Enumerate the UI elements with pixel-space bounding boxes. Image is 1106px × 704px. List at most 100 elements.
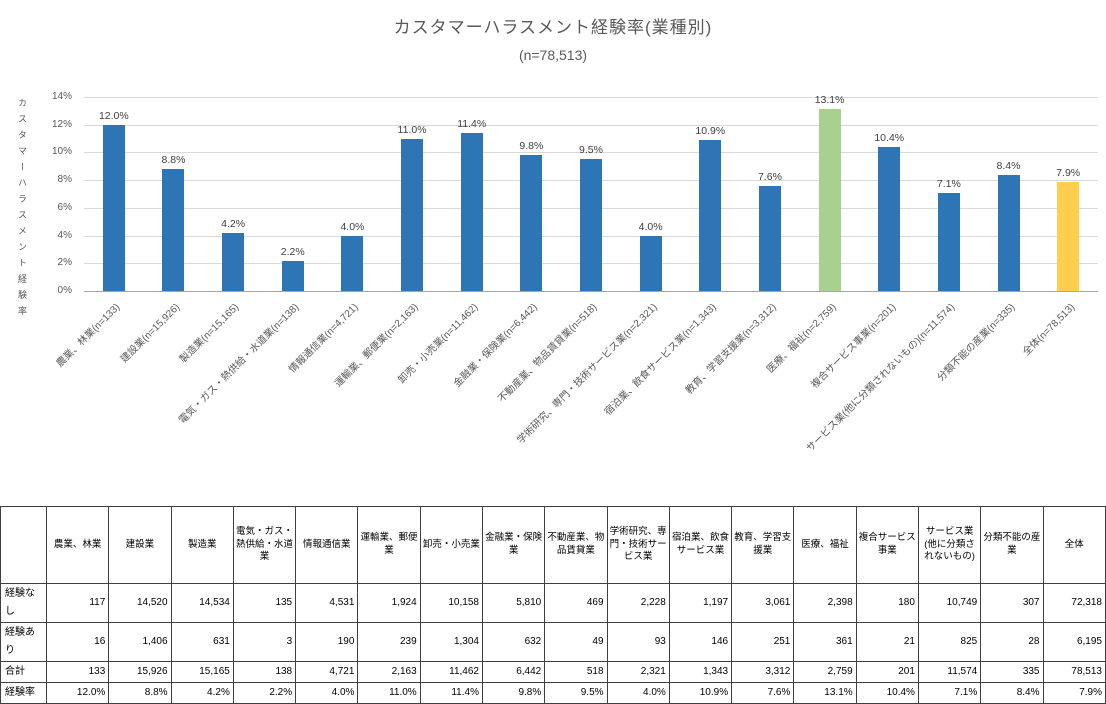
x-axis-category-label: 宿泊業、飲食サービス業(n=1,343) (602, 301, 719, 418)
table-cell: 10,158 (419, 583, 483, 623)
y-axis-title: カスタマーハラスメント経験率 (17, 98, 27, 322)
bar-data-label: 11.0% (397, 123, 427, 136)
bar-data-label: 7.6% (757, 170, 782, 183)
table-cell: 78,513 (1042, 661, 1106, 683)
table-cell: 14,534 (170, 583, 234, 623)
table-column-header: 電気・ガス・熱供給・水道業 (232, 506, 297, 584)
table-cell: 7.1% (917, 682, 982, 704)
bar (102, 124, 125, 291)
table-header-row: 農業、林業 建設業 製造業 電気・ガス・熱供給・水道業 情報通信業 運輸業、郵便業 卸売・小… (0, 506, 1106, 584)
gridline (84, 97, 1098, 98)
bar-data-label: 9.8% (519, 140, 544, 153)
table-cell: 201 (855, 661, 919, 683)
table-cell: 135 (232, 583, 297, 623)
bar-data-label: 13.1% (814, 94, 845, 107)
table-column-header: 建設業 (108, 506, 172, 584)
table-row-label: 経験なし (0, 583, 47, 623)
table-column-header: 学術研究、専門・技術サービス業 (606, 506, 670, 584)
table-cell: 2,398 (793, 583, 857, 623)
table-cell: 3 (232, 622, 297, 662)
bar (758, 185, 781, 291)
bar-data-label: 10.9% (695, 124, 726, 137)
bar-chart: カスタマーハラスメント経験率(業種別) (n=78,513) カスタマーハラスメ… (17, 0, 1098, 506)
table-row: 合計 133 15,926 15,165 138 4,721 2,163 11,462 6,44… (0, 661, 1106, 683)
bar (460, 133, 483, 291)
table-cell: 4,531 (295, 583, 359, 623)
table-cell: 10,749 (917, 583, 982, 623)
bar (818, 109, 841, 291)
bar (222, 232, 245, 291)
table-cell: 1,924 (357, 583, 421, 623)
table-column-header: 卸売・小売業 (419, 506, 483, 584)
chart-title: カスタマーハラスメント経験率(業種別) (393, 18, 713, 37)
table-column-header: 金融業・保険業 (481, 506, 546, 584)
table-cell: 469 (544, 583, 608, 623)
table-cell: 7.6% (731, 682, 795, 704)
table-cell: 825 (917, 622, 982, 662)
table-cell: 117 (45, 583, 110, 623)
table-cell: 307 (980, 583, 1044, 623)
bar-data-label: 2.2% (280, 245, 305, 258)
x-axis-category-label: 全体(n=78,513) (1020, 301, 1077, 359)
table-column-header: サービス業(他に分類されないもの) (917, 506, 982, 584)
table-cell: 2,228 (606, 583, 670, 623)
table-cell: 11,462 (419, 661, 483, 683)
table-row: 経験率 12.0% 8.8% 4.2% 2.2% 4.0% 11.0% 11.4% 9.8% 9.… (0, 682, 1106, 704)
x-axis-labels: 農業、林業(n=133) 建設業(n=15,926) 製造業(n=15,165) 電気… (55, 295, 1098, 505)
bar-data-label: 9.5% (579, 144, 603, 157)
table-row: 経験なし 117 14,520 14,534 135 4,531 1,924 10,158 5,… (0, 583, 1106, 623)
table-column-header: 不動産業、物品賃貸業 (544, 506, 608, 584)
table-cell: 4.2% (170, 682, 234, 704)
table-cell: 3,061 (731, 583, 795, 623)
bar (162, 169, 185, 291)
bar-data-label: 8.4% (996, 159, 1021, 172)
plot-area: 12.0% 8.8% 4.2% 2.2% 4.0% 11.0% 11.4% 9.8% 9.5% 4… (84, 94, 1098, 292)
table-column-header: 医療、福祉 (793, 506, 857, 584)
table-cell: 2,321 (606, 661, 670, 683)
table-cell: 1,343 (668, 661, 733, 683)
table-cell: 133 (45, 661, 110, 683)
table-column-header: 情報通信業 (295, 506, 359, 584)
table-cell: 15,926 (108, 661, 172, 683)
table-cell: 239 (357, 622, 421, 662)
y-tick-label: 6% (57, 201, 72, 213)
table-cell: 190 (295, 622, 359, 662)
table-cell: 8.4% (980, 682, 1044, 704)
x-axis-category-label: 製造業(n=15,165) (178, 301, 242, 366)
table-row-label: 経験率 (0, 682, 47, 704)
x-axis-category-label: 不動産業、物品賃貸業(n=518) (496, 301, 600, 405)
bar (341, 235, 364, 291)
table-cell: 10.4% (855, 682, 919, 704)
table-cell: 10.9% (668, 682, 733, 704)
table-column-header: 農業、林業 (45, 506, 110, 584)
table-cell: 361 (793, 622, 857, 662)
bar-data-label: 7.1% (936, 177, 961, 190)
y-tick-label: 10% (51, 146, 72, 158)
table-cell: 632 (481, 622, 546, 662)
bar-data-label: 11.4% (457, 118, 487, 131)
table-row-label: 合計 (0, 661, 47, 683)
table-cell: 4,721 (295, 661, 359, 683)
table-cell: 4.0% (606, 682, 670, 704)
table-cell: 11.0% (357, 682, 421, 704)
table-cell: 21 (855, 622, 919, 662)
table-cell: 251 (731, 622, 795, 662)
table-column-header: 製造業 (170, 506, 234, 584)
table-cell: 1,406 (108, 622, 172, 662)
table-cell: 28 (980, 622, 1044, 662)
table-cell: 146 (668, 622, 733, 662)
bar (520, 155, 543, 291)
bar (281, 260, 304, 291)
table-column-header: 宿泊業、飲食サービス業 (668, 506, 733, 584)
table-cell: 8.8% (108, 682, 172, 704)
table-column-header: 複合サービス事業 (855, 506, 919, 584)
y-axis-ticks: 0% 2% 4% 6% 8% 10% 12% 14% (38, 0, 78, 506)
bar (580, 159, 602, 291)
table-cell: 6,442 (481, 661, 546, 683)
gridline (84, 152, 1098, 154)
table-column-header: 分類不能の産業 (980, 506, 1044, 584)
bar-data-label: 10.4% (874, 131, 905, 144)
gridline (84, 291, 1098, 292)
table-cell: 11,574 (917, 661, 982, 683)
table-column-header: 教育、学習支援業 (731, 506, 795, 584)
